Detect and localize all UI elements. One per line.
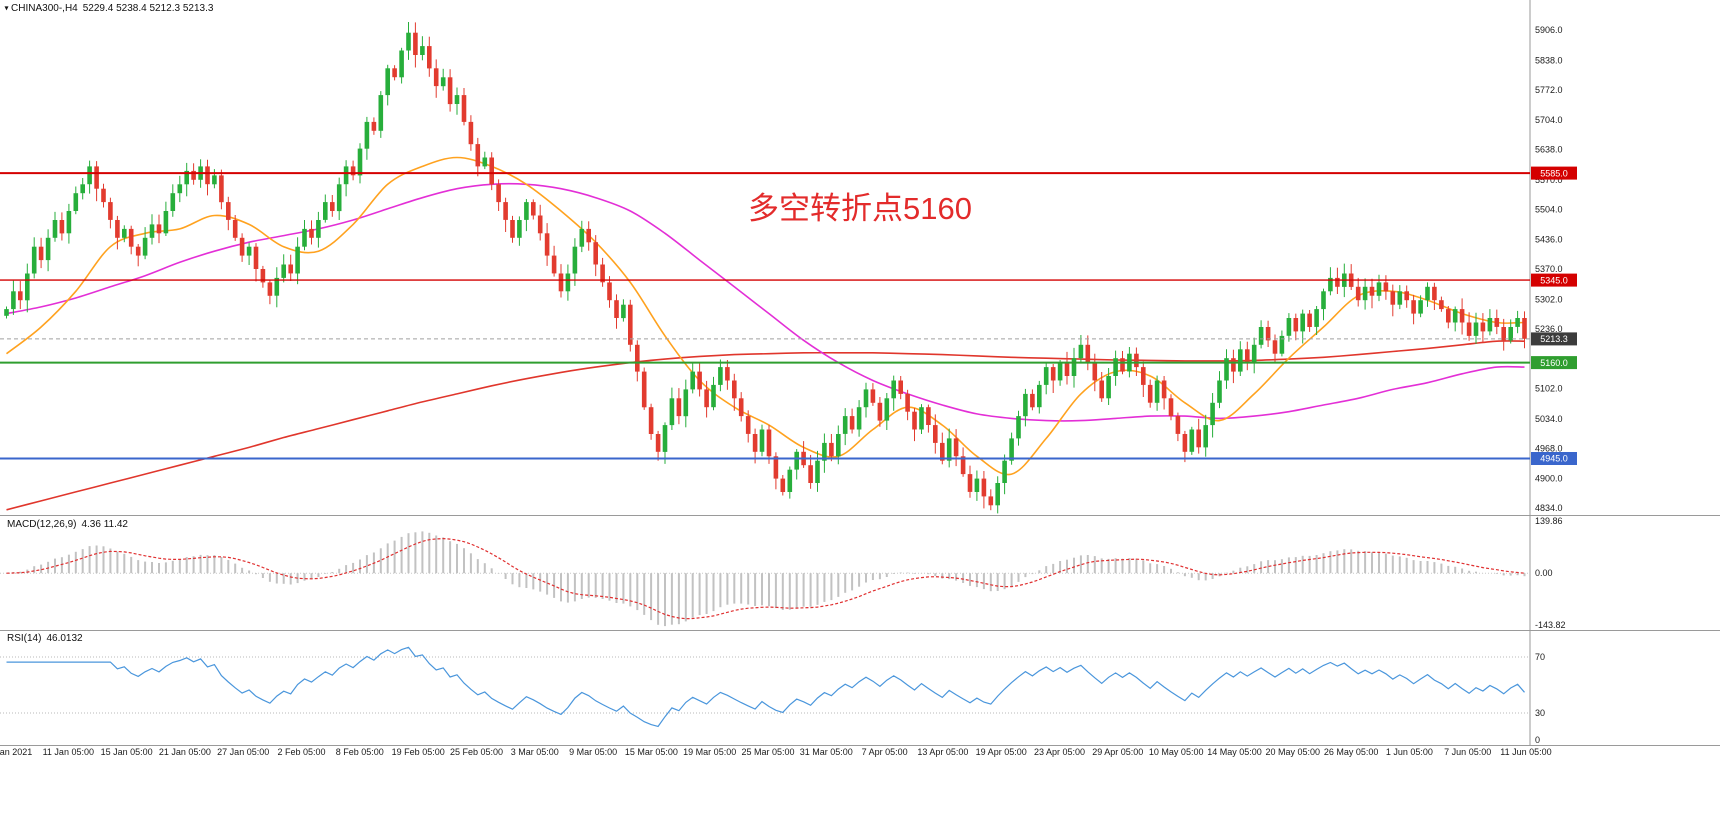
svg-text:5838.0: 5838.0 [1535,55,1563,65]
svg-text:0.00: 0.00 [1535,568,1553,578]
svg-text:5585.0: 5585.0 [1540,168,1568,178]
macd-axis[interactable]: 139.86 0.00 -143.82 [1535,516,1566,630]
svg-text:19 Mar 05:00: 19 Mar 05:00 [683,747,736,757]
svg-text:4834.0: 4834.0 [1535,503,1563,513]
svg-text:1 Jun 05:00: 1 Jun 05:00 [1386,747,1433,757]
price-tags: 5585.0 5345.0 5213.3 5160.0 4945.0 [1531,166,1577,465]
svg-text:5345.0: 5345.0 [1540,275,1568,285]
svg-text:5570.0: 5570.0 [1535,175,1563,185]
svg-text:21 Jan 05:00: 21 Jan 05:00 [159,747,211,757]
svg-text:5906.0: 5906.0 [1535,25,1563,35]
svg-text:5504.0: 5504.0 [1535,204,1563,214]
macd-panel [0,531,1530,627]
svg-text:5102.0: 5102.0 [1535,384,1563,394]
svg-text:19 Apr 05:00: 19 Apr 05:00 [976,747,1027,757]
svg-text:4968.0: 4968.0 [1535,443,1563,453]
svg-text:5370.0: 5370.0 [1535,264,1563,274]
svg-text:5772.0: 5772.0 [1535,85,1563,95]
svg-text:5 Jan 2021: 5 Jan 2021 [0,747,32,757]
svg-text:70: 70 [1535,652,1545,662]
ma-line-magenta [6,182,1525,422]
svg-text:4945.0: 4945.0 [1540,454,1568,464]
rsi-value: 46.0132 [46,633,83,644]
rsi-indicator-label: RSI(14) 46.0132 [7,633,83,644]
chart-type-icon: ▾ [4,4,9,13]
rsi-panel [0,646,1530,728]
svg-text:25 Mar 05:00: 25 Mar 05:00 [741,747,794,757]
svg-text:11 Jan 05:00: 11 Jan 05:00 [43,747,94,757]
svg-text:9 Mar 05:00: 9 Mar 05:00 [569,747,617,757]
time-axis[interactable]: 5 Jan 2021 11 Jan 05:00 15 Jan 05:00 21 Jan… [0,747,1552,757]
macd-values: 4.36 11.42 [81,519,128,530]
svg-text:14 May 05:00: 14 May 05:00 [1207,747,1262,757]
svg-text:139.86: 139.86 [1535,516,1563,526]
svg-text:5236.0: 5236.0 [1535,324,1563,334]
rsi-axis[interactable]: 70 30 0 [1535,652,1545,745]
svg-text:23 Apr 05:00: 23 Apr 05:00 [1034,747,1085,757]
symbol-info: ▾ CHINA300-,H4 5229.4 5238.4 5212.3 5213.3 [4,3,214,14]
svg-text:30: 30 [1535,708,1545,718]
chart-annotation[interactable]: 多空转折点5160 [748,191,972,226]
svg-text:5302.0: 5302.0 [1535,294,1563,304]
svg-text:15 Mar 05:00: 15 Mar 05:00 [625,747,678,757]
svg-text:7 Apr 05:00: 7 Apr 05:00 [862,747,908,757]
svg-text:15 Jan 05:00: 15 Jan 05:00 [101,747,153,757]
svg-text:29 Apr 05:00: 29 Apr 05:00 [1092,747,1143,757]
svg-text:5160.0: 5160.0 [1540,358,1568,368]
svg-text:2 Feb 05:00: 2 Feb 05:00 [277,747,325,757]
svg-text:5213.3: 5213.3 [1540,334,1568,344]
macd-name: MACD(12,26,9) [7,519,77,530]
macd-histogram [12,531,1526,627]
svg-text:4900.0: 4900.0 [1535,474,1563,484]
price-axis[interactable]: 5906.0 5838.0 5772.0 5704.0 5638.0 5570.0 5504… [1535,25,1563,513]
symbol-name: CHINA300-,H4 [11,3,78,14]
macd-signal-line [6,537,1525,620]
svg-text:5638.0: 5638.0 [1535,145,1563,155]
svg-text:25 Feb 05:00: 25 Feb 05:00 [450,747,503,757]
rsi-name: RSI(14) [7,633,42,644]
svg-text:5034.0: 5034.0 [1535,414,1563,424]
svg-text:8 Feb 05:00: 8 Feb 05:00 [336,747,384,757]
svg-text:3 Mar 05:00: 3 Mar 05:00 [511,747,559,757]
svg-text:27 Jan 05:00: 27 Jan 05:00 [217,747,269,757]
svg-text:13 Apr 05:00: 13 Apr 05:00 [917,747,968,757]
svg-text:0: 0 [1535,735,1540,745]
rsi-line [6,646,1525,728]
ma-line-red [6,340,1525,511]
symbol-ohlc: 5229.4 5238.4 5212.3 5213.3 [82,3,214,14]
svg-text:19 Feb 05:00: 19 Feb 05:00 [392,747,445,757]
panel-borders [0,0,1720,746]
svg-text:5436.0: 5436.0 [1535,235,1563,245]
svg-text:31 Mar 05:00: 31 Mar 05:00 [800,747,853,757]
svg-text:7 Jun 05:00: 7 Jun 05:00 [1444,747,1491,757]
svg-text:11 Jun 05:00: 11 Jun 05:00 [1500,747,1551,757]
svg-text:5704.0: 5704.0 [1535,115,1563,125]
svg-text:10 May 05:00: 10 May 05:00 [1149,747,1204,757]
price-levels-layer [0,172,1530,460]
candles-layer [4,22,1527,514]
svg-text:-143.82: -143.82 [1535,620,1566,630]
svg-text:26 May 05:00: 26 May 05:00 [1324,747,1379,757]
macd-indicator-label: MACD(12,26,9) 4.36 11.42 [7,519,128,530]
svg-text:20 May 05:00: 20 May 05:00 [1266,747,1321,757]
